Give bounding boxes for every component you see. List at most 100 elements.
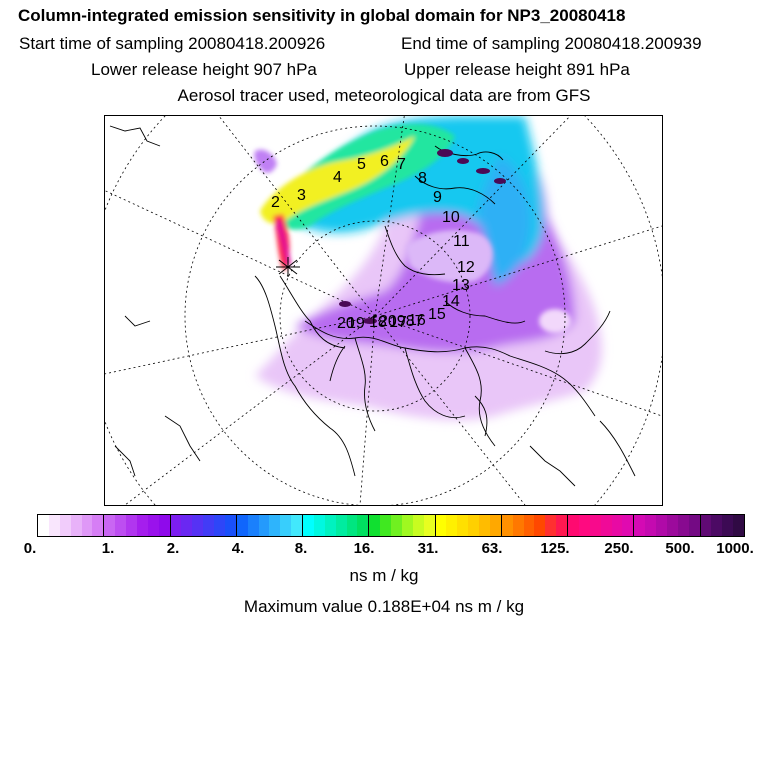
colorbar-segment <box>500 515 513 536</box>
traj-label-10: 10 <box>442 209 460 226</box>
colorbar-segment <box>423 515 435 536</box>
colorbar-segment <box>589 515 601 536</box>
colorbar-segment <box>380 515 391 536</box>
high-sensitivity-spots <box>339 149 506 324</box>
colorbar-tick-2: 2. <box>166 540 180 557</box>
colorbar-segment <box>656 515 667 536</box>
colorbar-segment <box>59 515 71 536</box>
colorbar-segment <box>622 515 634 536</box>
colorbar-tick-8: 125. <box>540 540 570 557</box>
colorbar-segment <box>181 515 193 536</box>
traj-label-17: 17 <box>389 314 407 331</box>
traj-label-12: 12 <box>457 259 475 276</box>
colorbar-segment <box>235 515 248 536</box>
traj-label-19: 19 <box>347 315 365 332</box>
colorbar-segment <box>302 515 314 536</box>
colorbar-segment <box>357 515 369 536</box>
release-site-marker <box>276 257 300 277</box>
colorbar-segment <box>258 515 270 536</box>
colorbar-segment <box>346 515 358 536</box>
colorbar-segment <box>92 515 104 536</box>
maximum-value: Maximum value 0.188E+04 ns m / kg <box>243 597 525 616</box>
colorbar-segment <box>611 515 623 536</box>
colorbar-segment <box>192 515 204 536</box>
colorbar-segment <box>224 515 236 536</box>
colorbar-segment <box>247 515 259 536</box>
colorbar-segment <box>335 515 347 536</box>
start-time: Start time of sampling 20080418.200926 <box>19 34 326 53</box>
colorbar-segment <box>203 515 214 536</box>
colorbar-segment <box>291 515 302 536</box>
colorbar-segment <box>368 515 381 536</box>
colorbar-segment <box>446 515 458 536</box>
colorbar-tick-7: 63. <box>481 540 503 557</box>
colorbar-tick-6: 31. <box>417 540 439 557</box>
colorbar-segment <box>48 515 60 536</box>
colorbar-segment <box>688 515 700 536</box>
colorbar-segment <box>677 515 689 536</box>
traj-label-7: 7 <box>397 156 406 173</box>
colorbar-tick-9: 250. <box>604 540 634 557</box>
colorbar-segment <box>523 515 535 536</box>
traj-label-3: 3 <box>297 187 306 204</box>
page-title: Column-integrated emission sensitivity i… <box>18 6 626 25</box>
colorbar-segment <box>401 515 413 536</box>
colorbar-segment <box>479 515 490 536</box>
colorbar-segment <box>115 515 126 536</box>
colorbar-segment <box>457 515 469 536</box>
colorbar-segment <box>126 515 137 536</box>
colorbar-segment <box>534 515 546 536</box>
colorbar-segment <box>147 515 159 536</box>
colorbar-segment <box>169 515 182 536</box>
traj-label-15: 15 <box>428 306 446 323</box>
colorbar-segment <box>391 515 402 536</box>
sensitivity-field <box>254 116 602 421</box>
colorbar-segment <box>434 515 447 536</box>
traj-label-overlap: 20987 <box>379 313 424 330</box>
colorbar-tick-1: 1. <box>101 540 115 557</box>
upper-release-height: Upper release height 891 hPa <box>404 60 630 79</box>
colorbar-tick-11: 1000. <box>716 540 754 557</box>
traj-label-11: 11 <box>453 233 470 250</box>
end-time: End time of sampling 20080418.200939 <box>401 34 702 53</box>
colorbar-segment <box>600 515 612 536</box>
tracer-info: Aerosol tracer used, meteorological data… <box>177 86 591 105</box>
colorbar-segment <box>699 515 712 536</box>
colorbar-segment <box>38 515 49 536</box>
traj-label-5: 5 <box>357 156 366 173</box>
traj-label-9: 9 <box>433 189 442 206</box>
lower-release-height: Lower release height 907 hPa <box>91 60 317 79</box>
colorbar-segment <box>313 515 325 536</box>
colorbar-tick-10: 500. <box>665 540 695 557</box>
colorbar-segment <box>103 515 116 536</box>
trajectory-labels: 2 3 4 5 6 7 8 9 10 11 12 13 14 15 16 17 … <box>271 153 475 332</box>
colorbar-segment <box>666 515 678 536</box>
colorbar-segment <box>512 515 524 536</box>
colorbar <box>37 514 745 537</box>
colorbar-segment <box>81 515 93 536</box>
map-graticule <box>105 116 662 505</box>
traj-label-16: 16 <box>408 312 426 329</box>
traj-label-6: 6 <box>380 153 389 170</box>
colorbar-segment <box>269 515 281 536</box>
colorbar-segment <box>214 515 225 536</box>
colorbar-tick-4: 8. <box>294 540 308 557</box>
colorbar-segment <box>158 515 170 536</box>
colorbar-segment <box>645 515 656 536</box>
colorbar-segment <box>711 515 723 536</box>
colorbar-segment <box>578 515 590 536</box>
colorbar-segment <box>489 515 501 536</box>
units-label: ns m / kg <box>349 566 419 585</box>
colorbar-segment <box>556 515 567 536</box>
colorbar-segment <box>633 515 646 536</box>
colorbar-segment <box>412 515 424 536</box>
colorbar-segment <box>324 515 336 536</box>
emission-sensitivity-map: 2 3 4 5 6 7 8 9 10 11 12 13 14 15 16 17 … <box>104 115 663 506</box>
traj-label-2: 2 <box>271 194 280 211</box>
colorbar-segment <box>733 515 744 536</box>
traj-label-13: 13 <box>452 277 470 294</box>
colorbar-segment <box>280 515 292 536</box>
colorbar-tick-0: 0. <box>23 540 37 557</box>
traj-label-8: 8 <box>418 170 427 187</box>
traj-label-18: 18 <box>369 314 387 331</box>
